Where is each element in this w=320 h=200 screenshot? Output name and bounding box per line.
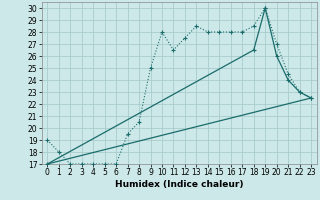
- X-axis label: Humidex (Indice chaleur): Humidex (Indice chaleur): [115, 180, 244, 189]
